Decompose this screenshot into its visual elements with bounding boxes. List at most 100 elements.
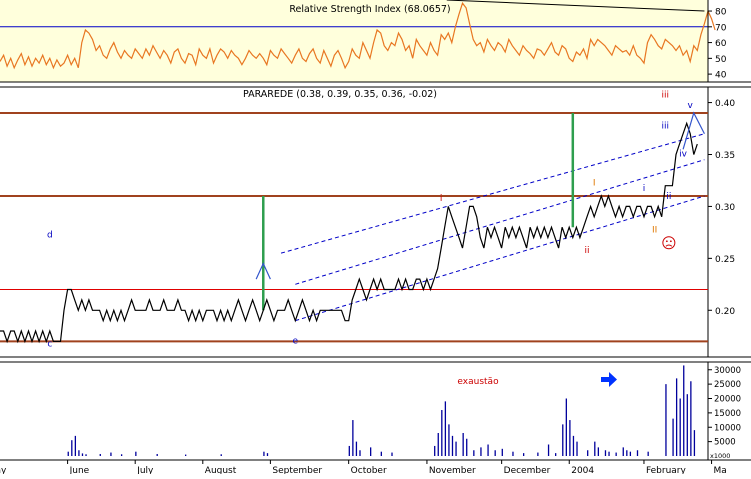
wave-label: I	[593, 179, 596, 189]
volume-bar	[594, 441, 596, 456]
volume-bar	[391, 452, 393, 456]
volume-bar	[380, 451, 382, 456]
volume-bar	[683, 365, 685, 456]
volume-bar	[466, 438, 468, 456]
time-axis: May June July August September October Novembe…	[0, 459, 751, 476]
rsi-trendline	[446, 0, 705, 12]
volume-bar	[665, 384, 667, 456]
sad-face-eye	[669, 240, 672, 243]
volume-bar	[437, 433, 439, 456]
wave-label: i	[440, 194, 443, 204]
wave-label: iii	[662, 90, 670, 100]
volume-scale-label: x1000	[710, 452, 730, 460]
volume-bar	[679, 398, 681, 456]
volume-bar	[220, 454, 222, 456]
volume-bar	[501, 448, 503, 456]
arrow-head	[609, 372, 617, 387]
volume-bar	[537, 452, 539, 456]
month-label: December	[504, 466, 551, 474]
volume-tick-label: 10000	[714, 423, 741, 433]
wave-projection-line	[682, 111, 705, 150]
volume-annotation: exaustão	[457, 377, 499, 387]
month-label: May	[0, 466, 7, 474]
wave-label: c	[47, 340, 52, 350]
volume-tick-label: 15000	[714, 409, 741, 419]
rsi-panel: Relative Strength Index (68.0657) 40 50 60 7…	[0, 0, 751, 83]
volume-bar	[156, 453, 158, 456]
volume-bar	[494, 450, 496, 456]
volume-bar	[562, 424, 564, 456]
volume-bar	[569, 420, 571, 456]
rsi-title: Relative Strength Index (68.0657)	[289, 4, 450, 15]
wave-label: i	[643, 184, 646, 194]
volume-bar	[266, 453, 269, 456]
volume-bar	[693, 430, 696, 456]
wave-label: II	[652, 225, 657, 235]
volume-bar	[444, 401, 447, 456]
volume-bar	[480, 447, 482, 456]
volume-bar	[622, 447, 624, 456]
volume-bar	[565, 398, 567, 456]
wave-label: d	[47, 231, 53, 241]
volume-bar	[487, 444, 489, 456]
volume-tick-label: 30000	[714, 366, 741, 376]
volume-bar	[604, 450, 607, 456]
volume-bar	[263, 451, 265, 456]
volume-bar	[555, 453, 557, 456]
volume-bar	[370, 447, 372, 456]
rsi-series-line	[0, 1, 716, 70]
volume-bar	[462, 433, 464, 456]
price-title: PARAREDE (0.38, 0.39, 0.35, 0.36, -0.02)	[243, 89, 437, 100]
volume-bar	[352, 420, 354, 456]
volume-bar	[451, 435, 454, 456]
rsi-tick-label: 60	[715, 39, 727, 49]
volume-bar	[473, 450, 475, 456]
wave-label: e	[293, 337, 299, 347]
price-panel: PARAREDE (0.38, 0.39, 0.35, 0.36, -0.02)…	[0, 86, 751, 358]
wave-label: ii	[585, 246, 590, 256]
month-label: November	[429, 466, 476, 474]
month-label: February	[646, 466, 687, 474]
volume-bar	[74, 435, 77, 456]
price-background	[0, 87, 708, 357]
channel-line	[280, 133, 705, 254]
volume-bar	[434, 445, 436, 456]
month-label: 2004	[571, 466, 594, 474]
month-label: September	[272, 466, 322, 474]
rsi-tick-label: 50	[715, 55, 727, 65]
month-label: June	[69, 466, 90, 474]
wave-label: iii	[662, 122, 670, 132]
volume-bar	[587, 450, 589, 456]
price-tick-label: 0.25	[715, 255, 735, 265]
price-tick-label: 0.30	[715, 203, 735, 213]
month-label: Ma	[714, 466, 727, 474]
volume-bar	[448, 424, 450, 456]
volume-bar	[636, 450, 639, 456]
volume-bar	[572, 435, 575, 456]
volume-bar	[512, 451, 514, 456]
wave-label: v	[688, 101, 694, 111]
month-label: August	[205, 466, 237, 474]
channel-line	[295, 159, 705, 285]
cap-marker	[255, 262, 271, 280]
sad-face-icon	[662, 236, 676, 250]
volume-bar	[629, 451, 632, 456]
volume-bar	[71, 440, 73, 456]
volume-bar	[675, 378, 678, 456]
rsi-axis-background	[708, 0, 751, 82]
channel-line	[295, 195, 705, 322]
wave-label: iv	[679, 150, 688, 160]
volume-bar	[441, 410, 443, 456]
volume-bar	[67, 451, 69, 456]
volume-tick-label: 25000	[714, 380, 741, 390]
sad-face-eye	[665, 240, 668, 243]
price-tick-label: 0.40	[715, 99, 735, 109]
wave-label: ii	[666, 192, 671, 202]
volume-bar	[355, 441, 358, 456]
volume-bar	[647, 451, 649, 456]
volume-tick-label: 5000	[714, 438, 736, 448]
rsi-tick-label: 80	[715, 8, 727, 18]
volume-bar	[185, 454, 187, 456]
